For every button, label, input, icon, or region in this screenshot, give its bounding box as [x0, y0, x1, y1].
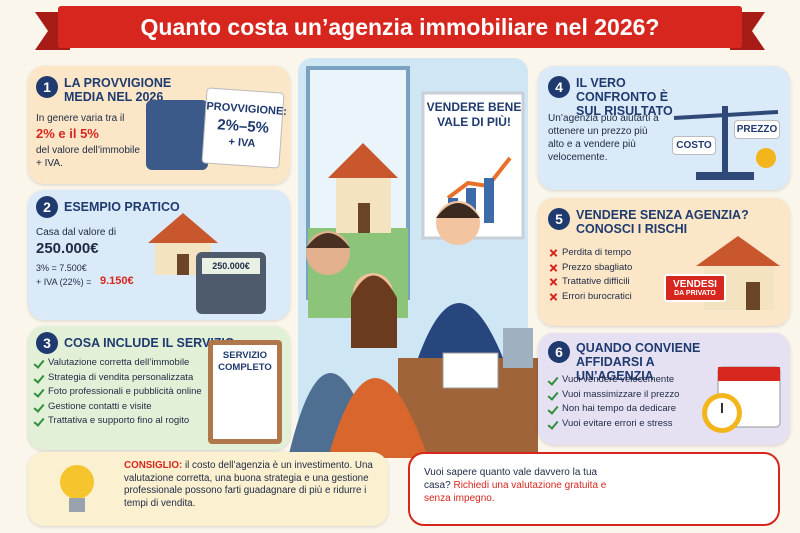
section-heading: IL VERO CONFRONTO È SUL RISULTATO — [576, 76, 673, 118]
title: Quanto costa un’agenzia immobiliare nel … — [140, 13, 660, 40]
list-item: Trattative difficili — [548, 275, 632, 290]
item-list: Valutazione corretta dell’immobile Strate… — [34, 356, 202, 429]
tip-box: CONSIGLIO: il costo dell’agenzia è un in… — [28, 452, 388, 526]
illustration — [288, 58, 538, 458]
section-highlight: 250.000€ — [36, 240, 99, 257]
cta-question: Vuoi sapere quanto vale davvero la tua c… — [424, 467, 598, 491]
clipboard — [208, 340, 282, 444]
cta-highlight: Richiedi una valutazione gratuita e senz… — [424, 480, 607, 504]
list-item: Strategia di vendita personalizzata — [34, 371, 202, 386]
section-4: 4 IL VERO CONFRONTO È SUL RISULTATO Un’a… — [538, 66, 790, 190]
list-item: Perdita di tempo — [548, 246, 632, 261]
section-heading: COSA INCLUDE IL SERVIZIO — [64, 336, 235, 350]
section-heading: VENDERE SENZA AGENZIA? CONOSCI I RISCHI — [576, 208, 749, 236]
list-item: Valutazione corretta dell’immobile — [34, 356, 202, 371]
section-5: 5 VENDERE SENZA AGENZIA? CONOSCI I RISCH… — [538, 198, 790, 326]
tip-body: il costo dell’agenzia è un investimento.… — [124, 460, 373, 509]
lightbulb-icon — [60, 465, 94, 512]
sale-sign: VENDESI DA PRIVATO — [664, 274, 726, 302]
section-result: 9.150€ — [100, 275, 134, 287]
list-item: Vuoi vendere velocemente — [548, 373, 679, 388]
scale-label: PREZZO — [734, 120, 780, 139]
section-text: del valore dell’immobile + IVA. — [36, 145, 140, 169]
calendar-clock-icon — [702, 366, 781, 433]
section-text: Un’agenzia può aiutarti a ottenere un pr… — [548, 113, 659, 163]
list-item: Prezzo sbagliato — [548, 261, 632, 276]
list-item: Non hai tempo da dedicare — [548, 402, 679, 417]
section-line: + IVA (22%) = — [36, 277, 92, 287]
section-6: 6 QUANDO CONVIENE AFFIDARSI A UN’AGENZIA… — [538, 333, 790, 445]
section-heading: LA PROVVIGIONE MEDIA NEL 2026 — [64, 76, 172, 104]
list-item: Gestione contatti e visite — [34, 400, 202, 415]
item-list: Vuoi vendere velocemente Vuoi massimizzar… — [548, 373, 679, 431]
section-line: 3% = 7.500€ — [36, 263, 87, 273]
section-1: 1 LA PROVVIGIONE MEDIA NEL 2026 In gener… — [28, 66, 290, 184]
list-item: Errori burocratici — [548, 290, 632, 305]
section-heading: ESEMPIO PRATICO — [64, 200, 180, 214]
list-item: Trattativa e supporto fino al rogito — [34, 414, 202, 429]
list-item: Vuoi evitare errori e stress — [548, 417, 679, 432]
calculator — [146, 100, 208, 170]
list-item: Vuoi massimizzare il prezzo — [548, 388, 679, 403]
section-text: In genere varia tra il — [36, 113, 125, 124]
sign-line: VENDESI — [673, 279, 717, 290]
sign-line: DA PRIVATO — [674, 290, 716, 297]
section-number: 4 — [548, 76, 570, 98]
section-text: Casa dal valore di — [36, 227, 117, 238]
cta-text: Vuoi sapere quanto vale davvero la tua c… — [424, 466, 624, 505]
calculator-screen: 250.000€ — [202, 258, 260, 274]
tip-label: CONSIGLIO: — [124, 460, 183, 471]
board-text: VENDERE BENE VALE DI PIÙ! — [426, 100, 522, 129]
sign: PROVVIGIONE: 2%–5% + IVA — [201, 87, 287, 169]
section-2: 2 ESEMPIO PRATICO Casa dal valore di 250… — [28, 190, 290, 320]
cta-box: Vuoi sapere quanto vale davvero la tua c… — [408, 452, 780, 526]
title-ribbon — [35, 6, 765, 50]
section-highlight: 2% e il 5% — [36, 126, 99, 141]
list-item: Foto professionali e pubblicità online — [34, 385, 202, 400]
item-list: Perdita di tempo Prezzo sbagliato Trattati… — [548, 246, 632, 304]
scale-label: COSTO — [672, 136, 716, 155]
scale-icon — [673, 106, 779, 180]
section-number: 3 — [36, 332, 58, 354]
section-number: 5 — [548, 208, 570, 230]
section-number: 6 — [548, 341, 570, 363]
tip-text: CONSIGLIO: il costo dell’agenzia è un in… — [124, 460, 382, 510]
section-3: 3 COSA INCLUDE IL SERVIZIO Valutazione c… — [28, 326, 290, 450]
clipboard-text: SERVIZIO COMPLETO — [218, 350, 272, 373]
section-number: 2 — [36, 196, 58, 218]
section-number: 1 — [36, 76, 58, 98]
